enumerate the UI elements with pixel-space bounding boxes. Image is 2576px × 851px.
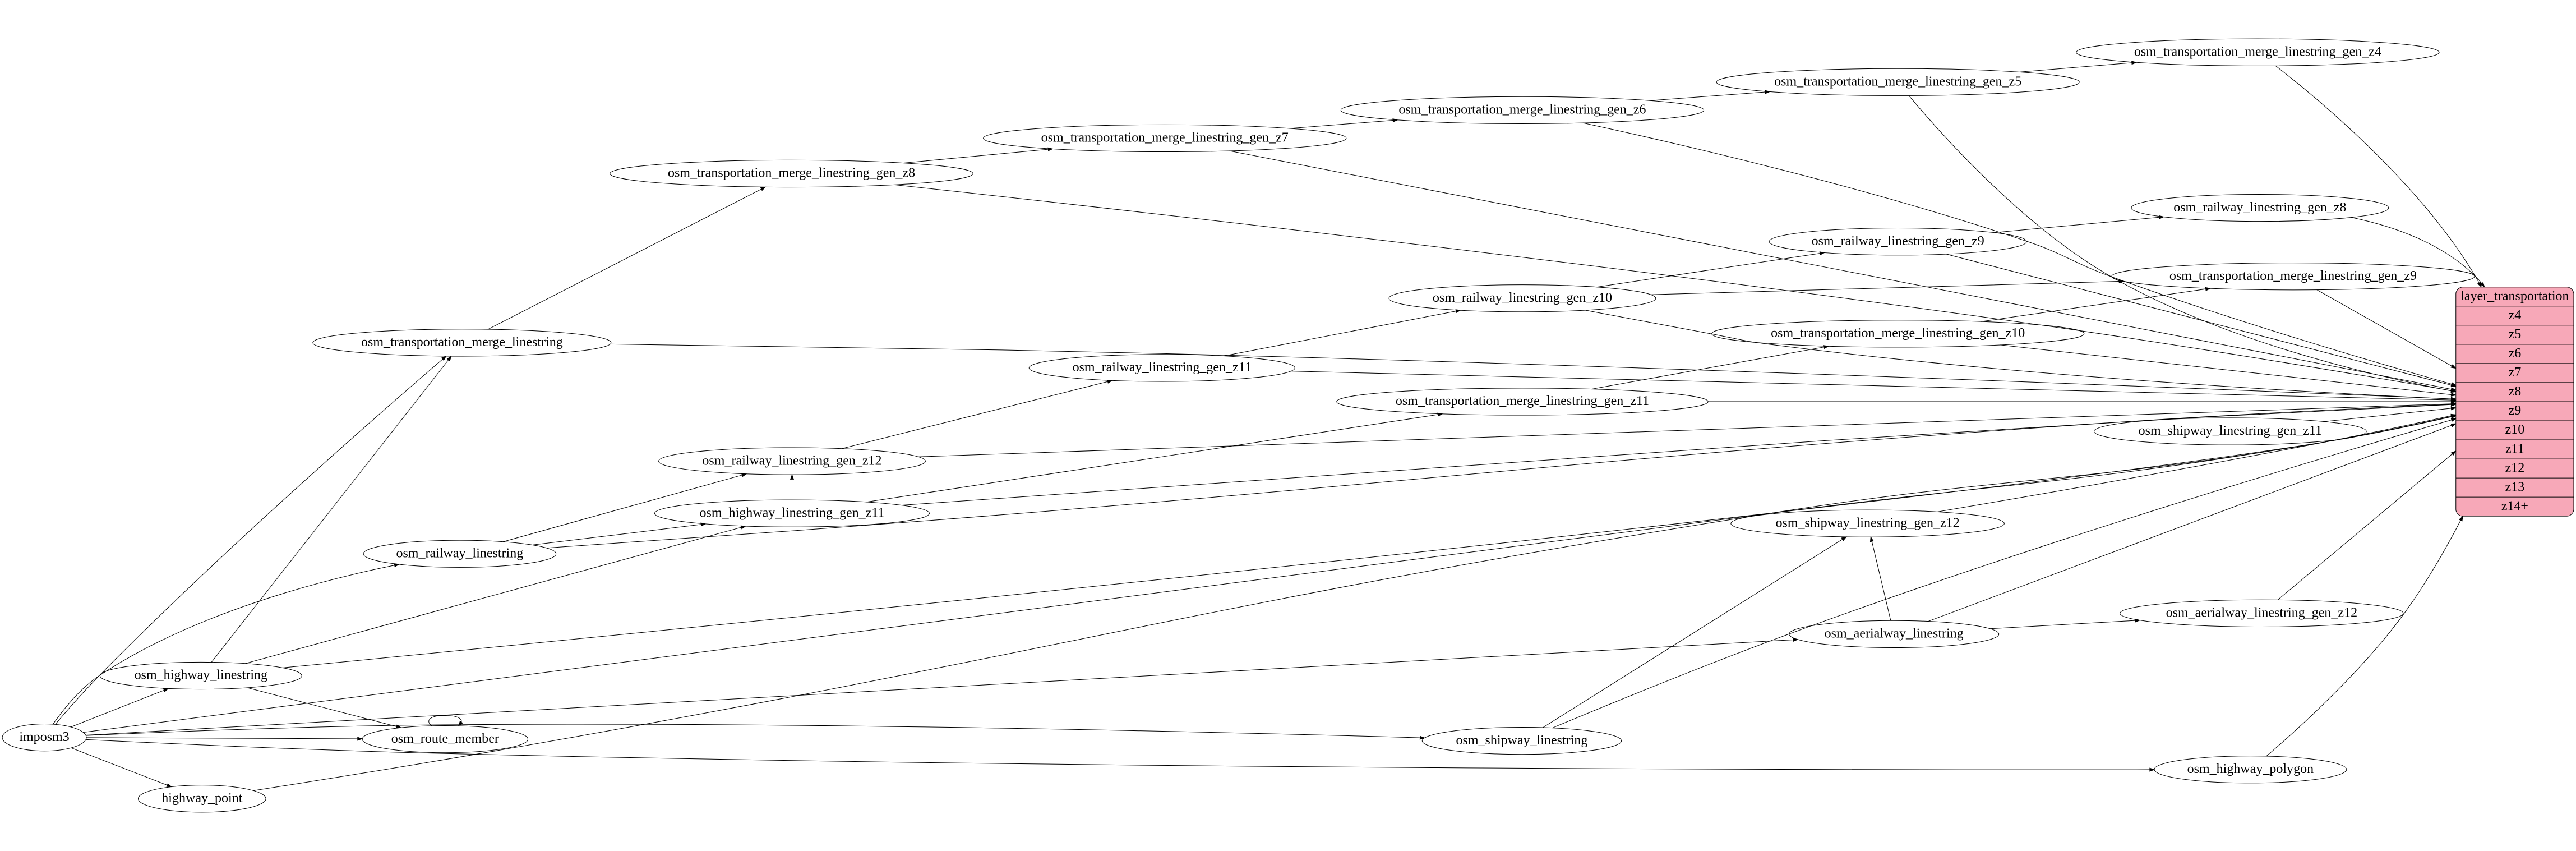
svg-text:osm_transportation_merge_lines: osm_transportation_merge_linestring_gen_… [1396,394,1649,408]
svg-text:z7: z7 [2509,365,2522,380]
svg-text:osm_shipway_linestring_gen_z12: osm_shipway_linestring_gen_z12 [1776,516,1960,530]
svg-text:z10: z10 [2505,422,2525,437]
svg-text:osm_railway_linestring: osm_railway_linestring [396,546,523,560]
svg-text:z11: z11 [2505,441,2524,456]
svg-text:z9: z9 [2509,403,2522,418]
svg-text:osm_aerialway_linestring: osm_aerialway_linestring [1825,627,1964,641]
svg-text:osm_transportation_merge_lines: osm_transportation_merge_linestring_gen_… [1398,103,1646,117]
svg-text:osm_transportation_merge_lines: osm_transportation_merge_linestring_gen_… [1041,131,1289,145]
svg-text:osm_shipway_linestring_gen_z11: osm_shipway_linestring_gen_z11 [2139,424,2322,438]
svg-text:z8: z8 [2509,384,2522,399]
svg-text:osm_railway_linestring_gen_z8: osm_railway_linestring_gen_z8 [2173,200,2346,215]
svg-text:z12: z12 [2505,461,2525,475]
svg-text:osm_railway_linestring_gen_z10: osm_railway_linestring_gen_z10 [1433,291,1612,305]
svg-text:osm_route_member: osm_route_member [391,732,499,746]
svg-text:osm_transportation_merge_lines: osm_transportation_merge_linestring_gen_… [668,166,915,181]
svg-text:layer_transportation: layer_transportation [2460,289,2569,303]
svg-text:osm_transportation_merge_lines: osm_transportation_merge_linestring_gen_… [2169,269,2417,283]
svg-text:osm_highway_linestring_gen_z11: osm_highway_linestring_gen_z11 [700,505,885,520]
svg-text:osm_railway_linestring_gen_z12: osm_railway_linestring_gen_z12 [702,453,881,468]
svg-text:osm_transportation_merge_lines: osm_transportation_merge_linestring_gen_… [1774,75,2021,89]
svg-text:osm_railway_linestring_gen_z11: osm_railway_linestring_gen_z11 [1073,360,1252,375]
svg-text:osm_highway_polygon: osm_highway_polygon [2187,762,2314,776]
svg-text:osm_transportation_merge_lines: osm_transportation_merge_linestring_gen_… [1771,326,2025,341]
svg-text:z5: z5 [2509,327,2522,342]
svg-text:z13: z13 [2505,480,2525,494]
svg-text:osm_shipway_linestring: osm_shipway_linestring [1456,733,1588,748]
svg-text:osm_railway_linestring_gen_z9: osm_railway_linestring_gen_z9 [1812,234,1984,249]
svg-text:osm_aerialway_linestring_gen_z: osm_aerialway_linestring_gen_z12 [2166,606,2357,620]
svg-text:z14+: z14+ [2501,499,2528,513]
svg-text:osm_transportation_merge_lines: osm_transportation_merge_linestring [361,335,563,349]
svg-text:imposm3: imposm3 [19,730,69,744]
svg-text:z6: z6 [2509,346,2522,361]
svg-text:z4: z4 [2509,308,2522,323]
svg-text:highway_point: highway_point [161,791,242,806]
svg-text:osm_transportation_merge_lines: osm_transportation_merge_linestring_gen_… [2134,44,2381,59]
svg-text:osm_highway_linestring: osm_highway_linestring [135,668,267,683]
